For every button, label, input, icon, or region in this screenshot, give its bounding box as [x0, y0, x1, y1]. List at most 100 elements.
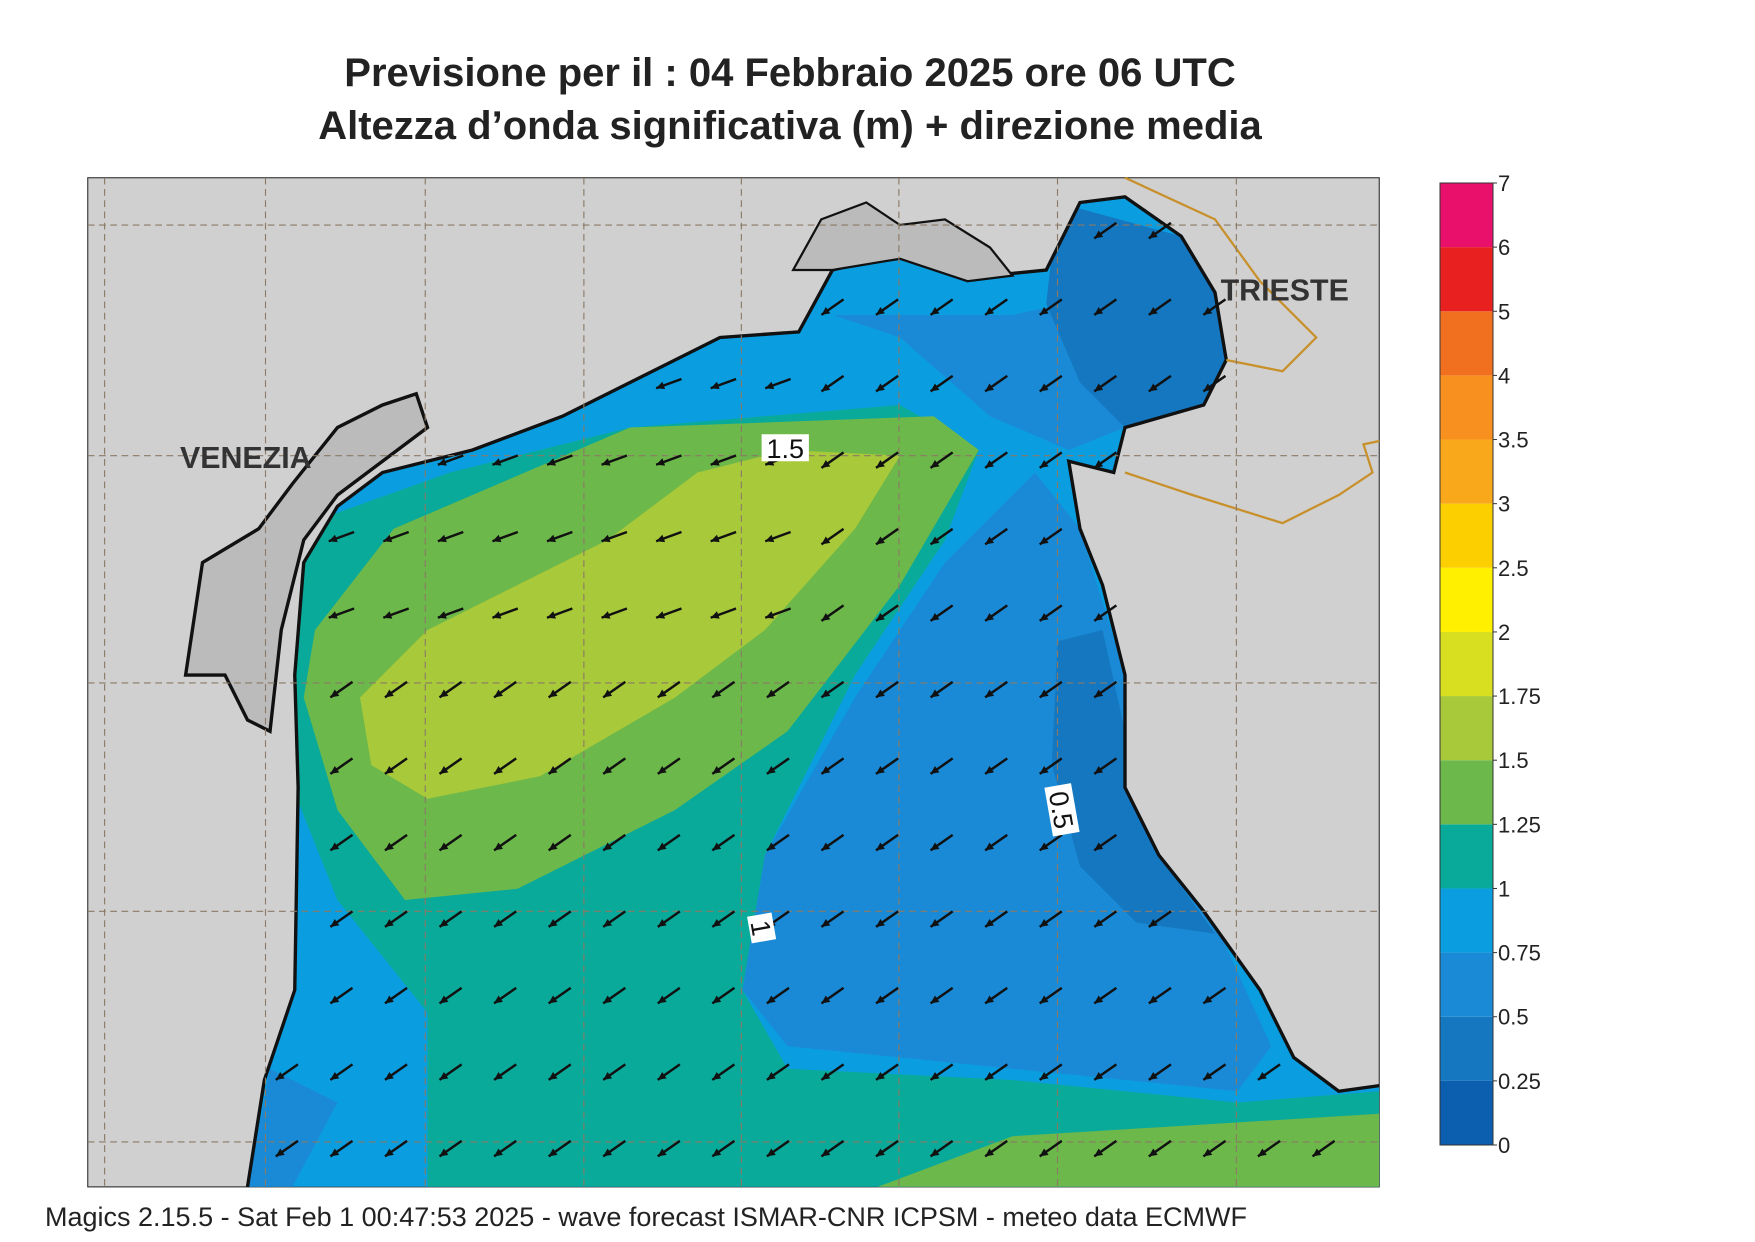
arrow-head	[603, 919, 613, 927]
colorbar-frame	[1439, 182, 1494, 1146]
arrow-head	[1094, 230, 1104, 239]
arrow-head	[548, 766, 558, 774]
arrow-head	[985, 613, 995, 621]
lagoon	[183, 391, 430, 734]
arrow-head	[876, 613, 885, 621]
contour-label: 1.5	[766, 434, 804, 464]
arrow-head	[985, 1072, 995, 1080]
arrow-head	[985, 842, 995, 851]
colorbar-band	[1440, 503, 1493, 568]
arrow-head	[821, 1148, 831, 1157]
city-label: VENEZIA	[180, 442, 312, 475]
contour-label-group: 0.5	[1043, 783, 1080, 837]
arrow-head	[603, 995, 613, 1004]
colorbar-band	[1440, 247, 1493, 312]
arrow-head	[383, 611, 393, 619]
arrow-head	[494, 1148, 503, 1157]
arrow-head	[548, 1072, 558, 1080]
arrow-head	[930, 613, 940, 621]
colorbar-band	[1440, 311, 1493, 376]
arrow-head	[985, 460, 995, 468]
arrow-head	[766, 1072, 776, 1080]
coastline	[245, 195, 1380, 1188]
arrow-head	[439, 995, 449, 1004]
arrow-head	[821, 689, 831, 698]
arrow-head	[384, 919, 394, 927]
arrow-head	[492, 611, 502, 619]
arrow-head	[930, 460, 940, 468]
arrow-head	[930, 307, 940, 315]
band-15	[360, 450, 900, 799]
arrow-head	[1039, 995, 1049, 1004]
arrow-head	[547, 458, 556, 466]
contour-label: 0.5	[1043, 789, 1079, 831]
contour-label-group: 1	[744, 912, 777, 944]
arrow-head	[494, 995, 503, 1004]
arrow-head	[601, 611, 611, 619]
arrow-head	[930, 995, 940, 1004]
arrow-head	[1039, 766, 1049, 774]
arrow-head	[1039, 536, 1049, 545]
arrow-head	[1094, 307, 1104, 315]
arrow-head	[656, 381, 666, 390]
colorbar-band	[1440, 1016, 1493, 1081]
arrow-head	[985, 995, 995, 1004]
arrow-head	[930, 383, 940, 392]
arrow-head	[1148, 383, 1158, 392]
arrow-head	[548, 689, 558, 698]
arrow-head	[1039, 919, 1049, 927]
arrow-head	[548, 995, 558, 1004]
colorbar-label: 4	[1498, 363, 1510, 388]
arrow-head	[492, 534, 502, 543]
colorbar-label: 3	[1498, 492, 1510, 517]
arrow-head	[601, 534, 611, 543]
arrow-head	[821, 919, 831, 927]
colorbar-band	[1440, 888, 1493, 953]
arrow-head	[1094, 995, 1104, 1004]
arrow-head	[876, 1148, 885, 1157]
colorbar-band	[1440, 183, 1493, 248]
arrow-head	[930, 766, 940, 774]
arrow-head	[1039, 307, 1049, 315]
arrow-head	[821, 307, 831, 315]
arrow-head	[330, 842, 340, 851]
arrow-head	[439, 766, 449, 774]
colorbar-band	[1440, 760, 1493, 825]
arrow-head	[384, 1072, 394, 1080]
arrow-head	[1148, 1072, 1158, 1080]
arrow-head	[384, 842, 394, 851]
arrow-head	[1094, 383, 1104, 392]
colorbar: 0 0.25 0.5 0.75 1 1.25 1.5 1.75 2 2.5 3 3.5 4 5 6 7	[1439, 171, 1541, 1158]
arrow-head	[821, 766, 831, 774]
colorbar-label: 2	[1498, 620, 1510, 645]
arrow-head	[547, 611, 556, 619]
arrow-head	[1039, 842, 1049, 851]
arrow-head	[657, 1148, 667, 1157]
arrow-head	[821, 383, 831, 392]
arrow-head	[494, 689, 503, 698]
arrow-head	[876, 383, 885, 392]
arrow-head	[876, 536, 885, 545]
arrow-head	[330, 1072, 340, 1080]
arrow-head	[657, 766, 667, 774]
arrow-head	[439, 1072, 449, 1080]
colorbar-label: 1	[1498, 876, 1510, 901]
arrow-head	[603, 1148, 613, 1157]
arrow-head	[657, 689, 667, 698]
arrow-head	[439, 919, 449, 927]
arrow-head	[1094, 766, 1104, 774]
arrow-head	[985, 919, 995, 927]
arrow-head	[494, 842, 503, 851]
colorbar-label: 0.25	[1498, 1069, 1541, 1094]
colorbar-band	[1440, 824, 1493, 889]
arrow-head	[930, 1072, 940, 1080]
arrow-head	[821, 613, 831, 621]
colorbar-band	[1440, 1080, 1493, 1145]
arrow-head	[712, 766, 722, 774]
arrow-head	[439, 689, 449, 698]
arrow-head	[712, 919, 722, 927]
arrow-head	[1039, 383, 1049, 392]
label-box	[761, 434, 809, 462]
arrow-head	[1094, 842, 1104, 851]
arrow-head	[821, 1072, 831, 1080]
